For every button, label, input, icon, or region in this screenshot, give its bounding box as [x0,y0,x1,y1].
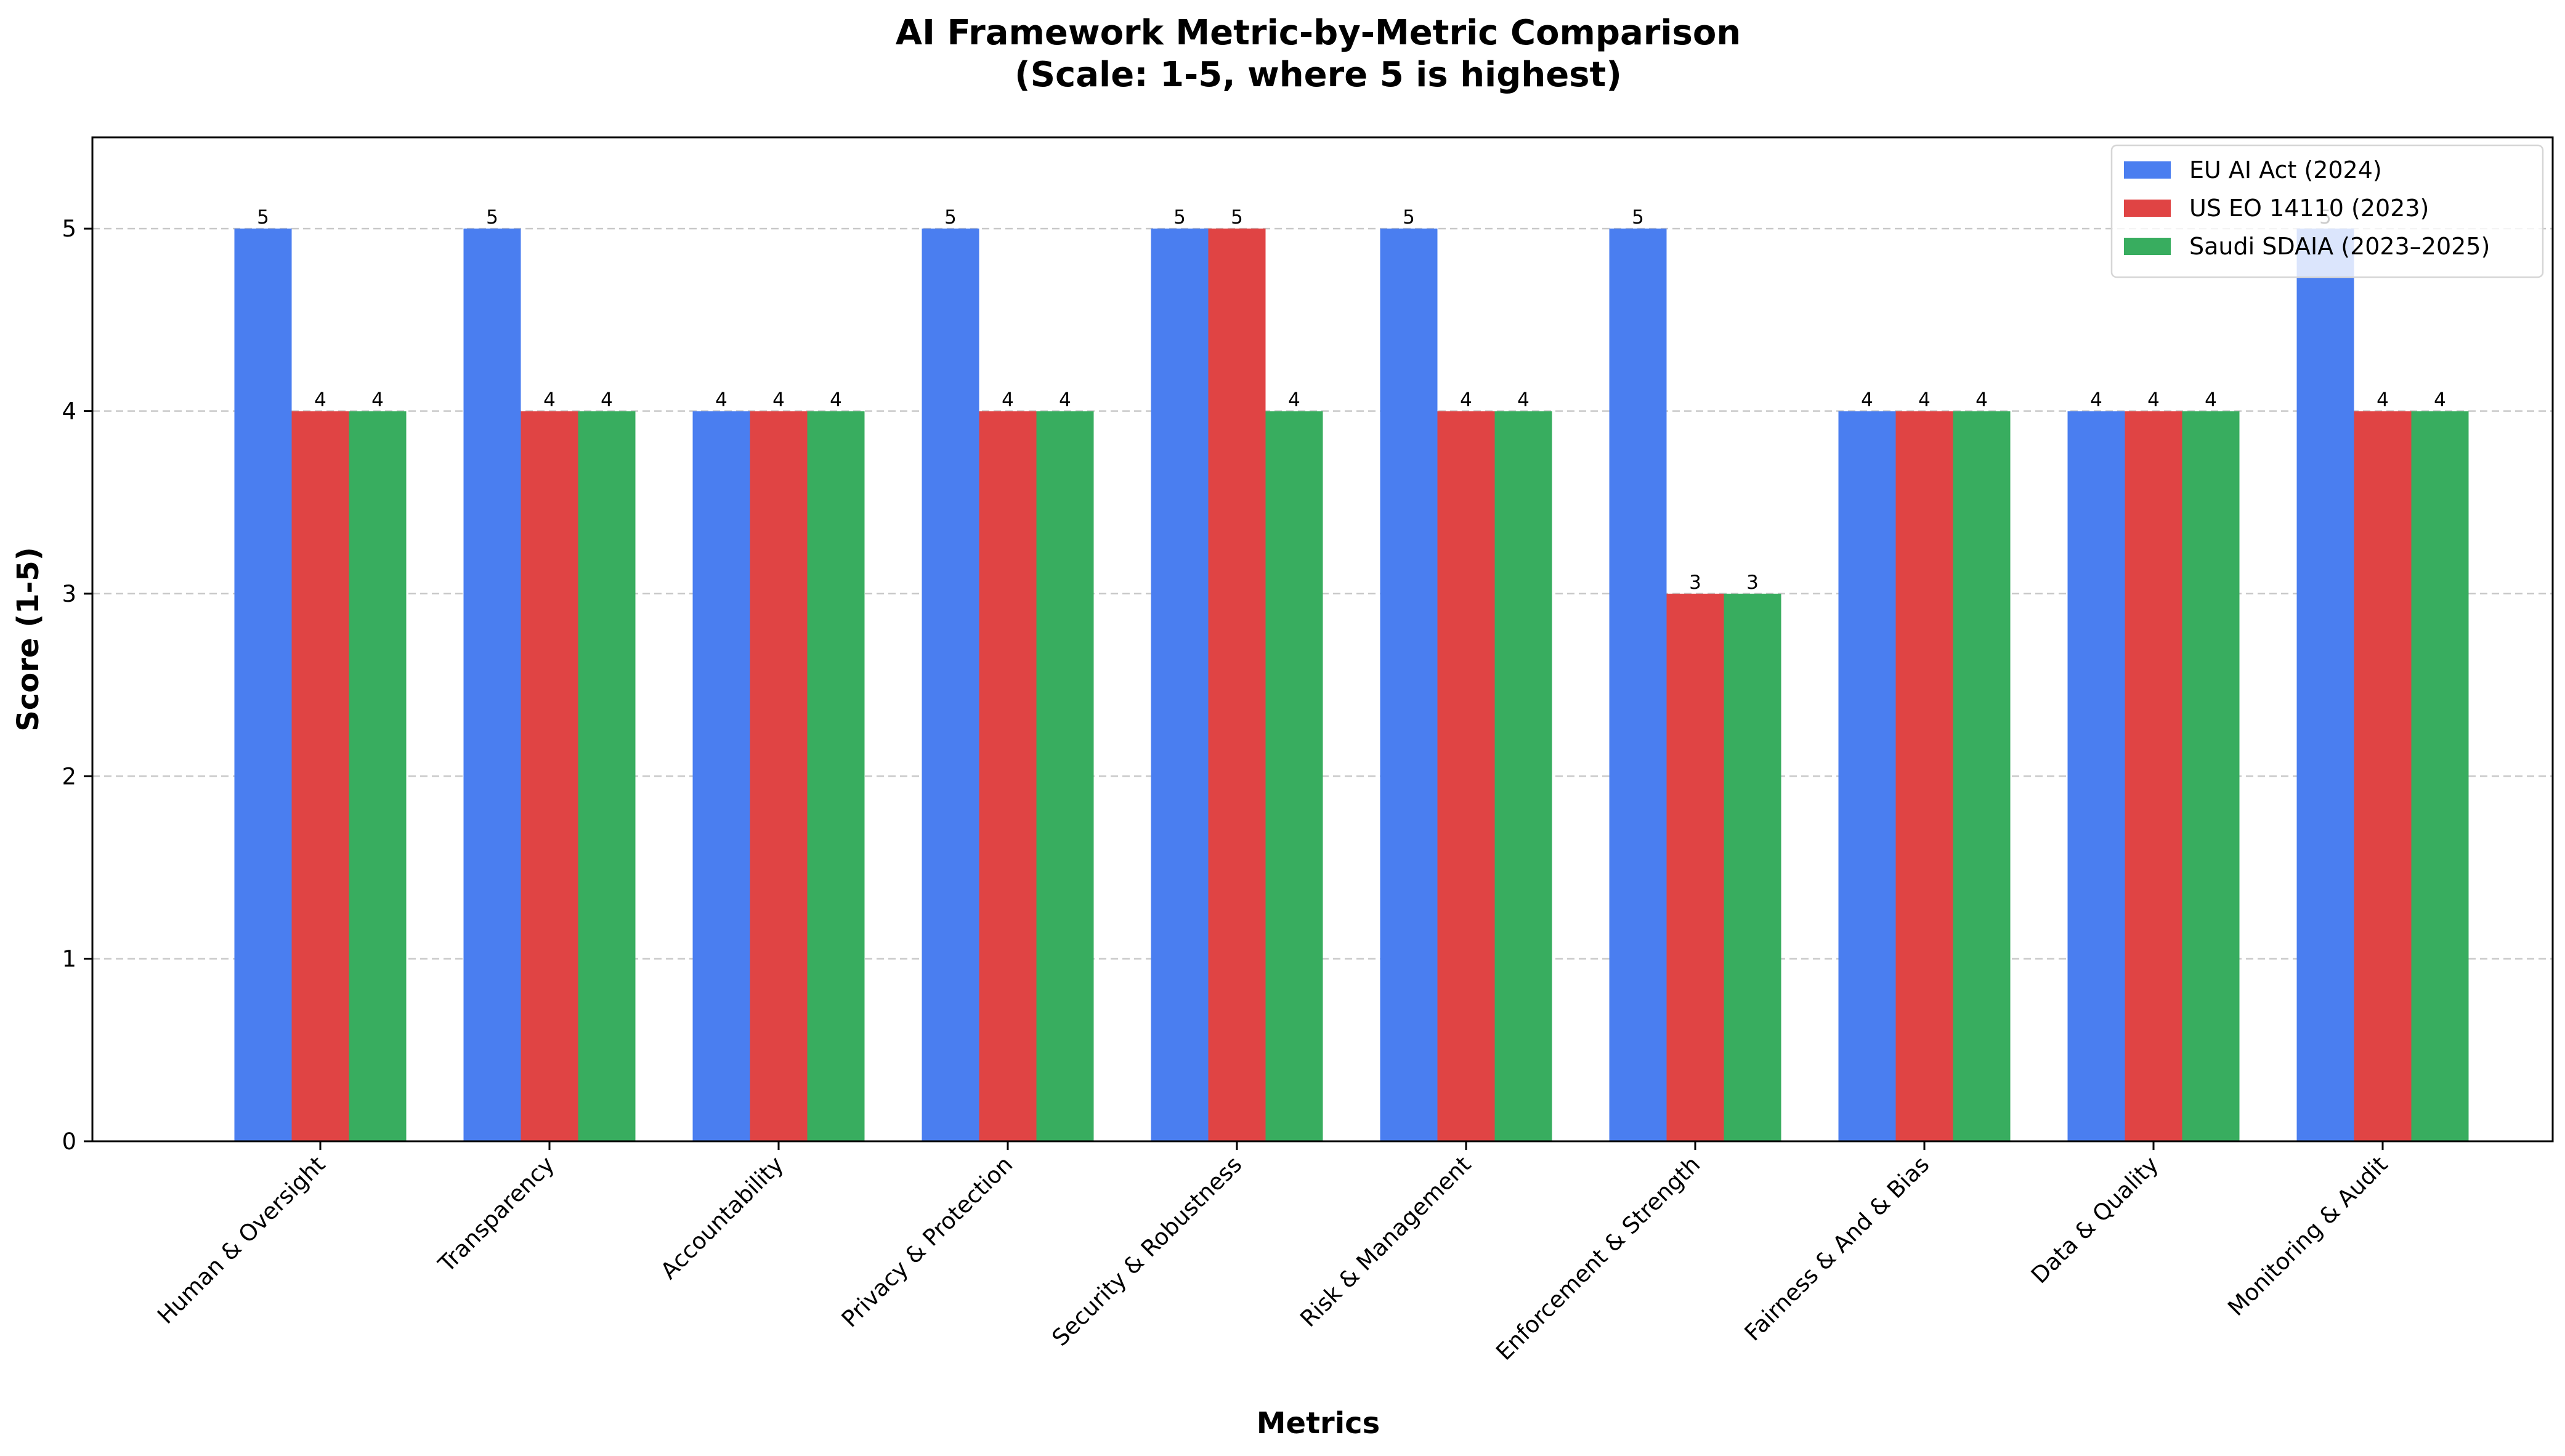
bar [1895,411,1953,1142]
bar-value-label: 4 [2205,389,2217,411]
bar-value-label: 4 [830,389,842,411]
bar-value-label: 4 [1861,389,1873,411]
bar-value-label: 4 [2377,389,2389,411]
bar [2182,411,2240,1142]
bar-value-label: 4 [1002,389,1014,411]
bar [922,229,979,1141]
bar [1838,411,1896,1142]
y-tick-label: 0 [62,1128,76,1155]
y-tick-label: 3 [62,581,76,607]
bar-value-label: 3 [1746,572,1759,594]
bar-value-label: 4 [1288,389,1300,411]
bar [1036,411,1094,1142]
legend-swatch [2124,161,2171,179]
bar [979,411,1037,1142]
legend-swatch [2124,238,2171,255]
bar [1380,229,1438,1141]
bar-value-label: 5 [257,206,269,229]
bar [234,229,292,1141]
plot-area-frame [91,136,2554,1143]
bar [1437,411,1495,1142]
bar [1724,593,1781,1141]
legend-entry: US EO 14110 (2023) [2189,195,2429,222]
legend-entry: Saudi SDAIA (2023–2025) [2189,233,2490,260]
bar [463,229,521,1141]
bar-value-label: 4 [2147,389,2160,411]
bar [1666,593,1724,1141]
y-tick-label: 5 [62,216,76,242]
bar [2067,411,2125,1142]
bar [750,411,808,1142]
legend: EU AI Act (2024) US EO 14110 (2023) Saudi … [2110,144,2544,278]
y-axis: 0 1 2 3 4 5 [62,216,92,1155]
bar-value-label: 5 [1403,206,1415,229]
bar [807,411,865,1142]
bar [521,411,578,1142]
bar [1151,229,1209,1141]
bar [291,411,349,1142]
chart-title-line-2: (Scale: 1-5, where 5 is highest) [1015,55,1622,95]
bar [1609,229,1667,1141]
bar [1208,229,1266,1141]
bar [1494,411,1552,1142]
bar-value-label: 5 [486,206,498,229]
legend-swatch [2124,200,2171,217]
bar-value-label: 4 [2090,389,2102,411]
bar-value-label: 5 [944,206,957,229]
bar-value-label: 3 [1689,572,1701,594]
bar-value-label: 4 [543,389,556,411]
y-tick-label: 1 [62,946,76,973]
bars [234,229,2469,1142]
legend-box [2110,144,2544,278]
bar [349,411,407,1142]
y-tick-label: 2 [62,763,76,790]
bar [2411,411,2469,1142]
bar-value-label: 4 [1918,389,1931,411]
bar [692,411,750,1142]
bar-value-label: 4 [772,389,785,411]
bar-value-label: 4 [1975,389,1988,411]
y-tick-label: 4 [62,398,76,425]
bar [2125,411,2182,1142]
bar-value-label: 4 [1460,389,1472,411]
x-axis-label: Metrics [1257,1406,1380,1441]
bar-value-label: 4 [2434,389,2446,411]
bar [1265,411,1323,1142]
y-axis-label: Score (1-5) [11,547,46,732]
bar-value-label: 4 [1059,389,1071,411]
bar-value-label: 4 [1517,389,1530,411]
bar-value-label: 5 [1173,206,1186,229]
bar [1953,411,2011,1142]
bar-value-label: 5 [1231,206,1243,229]
bar-value-label: 4 [371,389,384,411]
chart-title-line-1: AI Framework Metric-by-Metric Comparison [896,13,1741,53]
bar-value-label: 5 [1632,206,1644,229]
bar-value-label: 4 [715,389,727,411]
bar-value-label: 4 [601,389,613,411]
bar [2354,411,2412,1142]
bar [578,411,636,1142]
legend-entry: EU AI Act (2024) [2189,156,2382,184]
data-labels: 544544444544554544533444444544 [257,206,2446,594]
bar-value-label: 4 [314,389,326,411]
bar [2296,229,2354,1141]
